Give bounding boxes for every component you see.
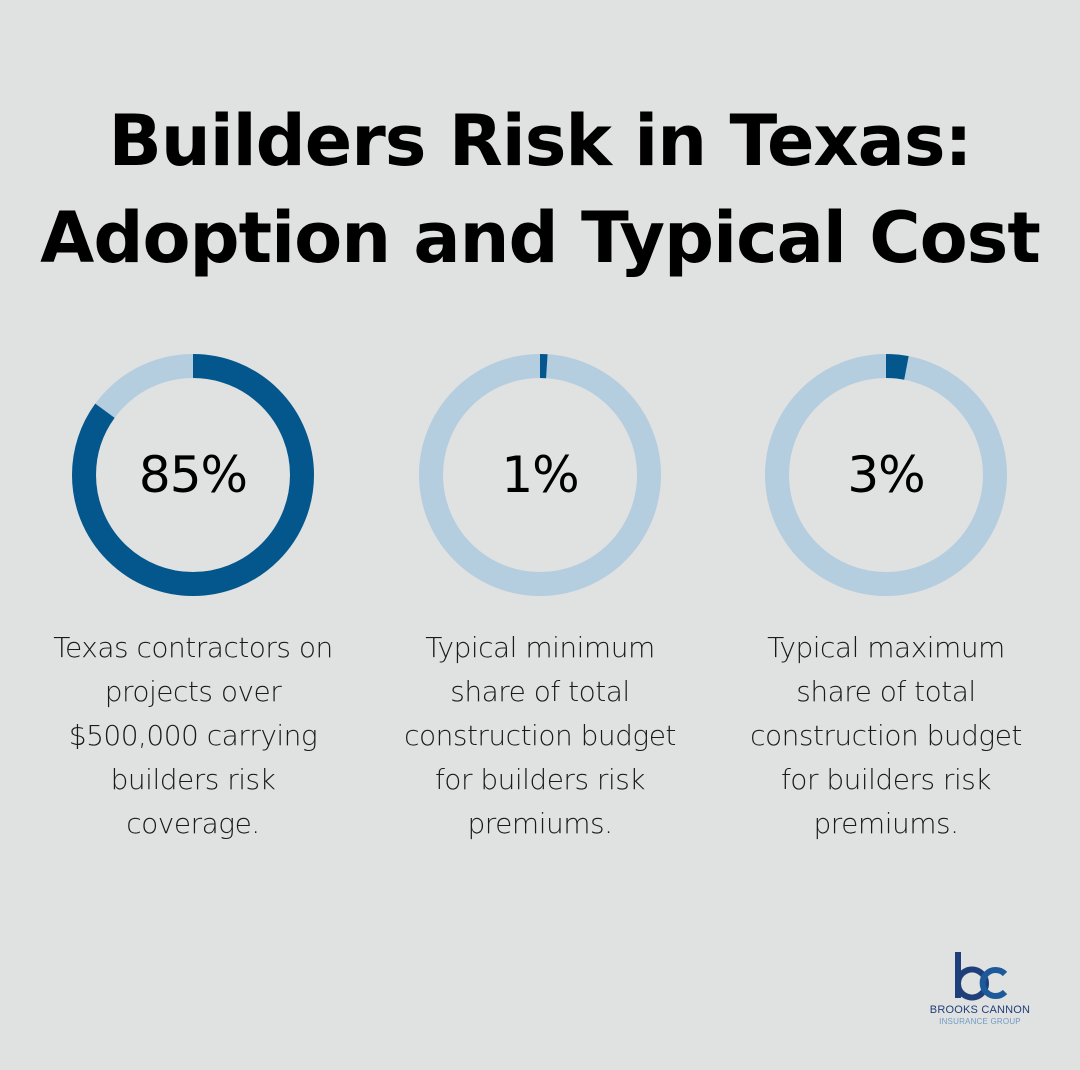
stat-max-cost: 3% Typical maximum share of total constr…: [726, 354, 1046, 846]
desc-line: builders risk: [110, 763, 276, 796]
desc-line: construction budget: [750, 719, 1022, 752]
donut-chart: 85%: [72, 354, 314, 596]
donut-ring: [765, 354, 1007, 596]
title-line-1: Builders Risk in Texas:: [108, 100, 973, 182]
brand-subtitle: INSURANCE GROUP: [939, 1017, 1021, 1026]
donut-chart: 1%: [419, 354, 661, 596]
stat-adoption: 85% Texas contractors on projects over $…: [33, 354, 353, 846]
brand-logo: BROOKS CANNON INSURANCE GROUP: [920, 950, 1040, 1027]
stat-description: Texas contractors on projects over $500,…: [33, 626, 353, 846]
desc-line: Typical minimum: [425, 631, 655, 664]
desc-line: coverage.: [126, 807, 260, 840]
donut-ring: [72, 354, 314, 596]
stat-description: Typical minimum share of total construct…: [380, 626, 700, 846]
stat-value: 3%: [847, 446, 925, 504]
page-title: Builders Risk in Texas: Adoption and Typ…: [0, 93, 1080, 287]
bc-logo-icon: [950, 950, 1010, 1002]
desc-line: projects over: [104, 675, 282, 708]
desc-line: for builders risk: [434, 763, 646, 796]
desc-line: Typical maximum: [767, 631, 1005, 664]
desc-line: Texas contractors on: [53, 631, 333, 664]
desc-line: $500,000 carrying: [68, 719, 318, 752]
brand-name: BROOKS CANNON: [929, 1004, 1031, 1016]
stat-min-cost: 1% Typical minimum share of total constr…: [380, 354, 700, 846]
desc-line: for builders risk: [780, 763, 992, 796]
desc-line: share of total: [796, 675, 976, 708]
desc-line: premiums.: [813, 807, 959, 840]
donut-chart: 3%: [765, 354, 1007, 596]
donut-ring: [419, 354, 661, 596]
stat-value: 1%: [501, 446, 579, 504]
desc-line: premiums.: [467, 807, 613, 840]
stat-value: 85%: [138, 446, 248, 504]
title-line-2: Adoption and Typical Cost: [40, 197, 1041, 279]
desc-line: share of total: [450, 675, 630, 708]
desc-line: construction budget: [404, 719, 676, 752]
stat-description: Typical maximum share of total construct…: [726, 626, 1046, 846]
